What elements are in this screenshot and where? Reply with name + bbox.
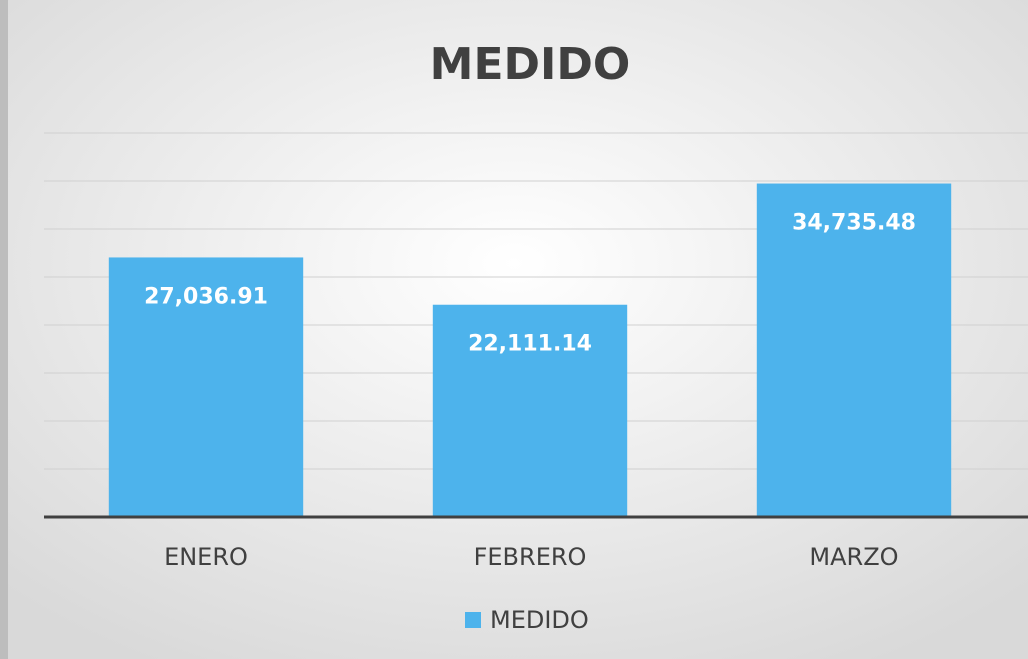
data-label: 34,735.48 (792, 211, 916, 236)
x-tick-label: MARZO (809, 543, 898, 571)
bar (432, 304, 628, 517)
left-edge (0, 0, 8, 659)
data-label: 27,036.91 (144, 284, 268, 309)
x-tick-label: ENERO (164, 543, 248, 571)
x-tick-label: FEBRERO (474, 543, 587, 571)
bar (108, 257, 304, 517)
legend-label: MEDIDO (490, 606, 589, 634)
chart-title: MEDIDO (430, 39, 631, 90)
data-label: 22,111.14 (468, 332, 592, 357)
legend-swatch (465, 612, 481, 628)
bar (756, 183, 952, 517)
